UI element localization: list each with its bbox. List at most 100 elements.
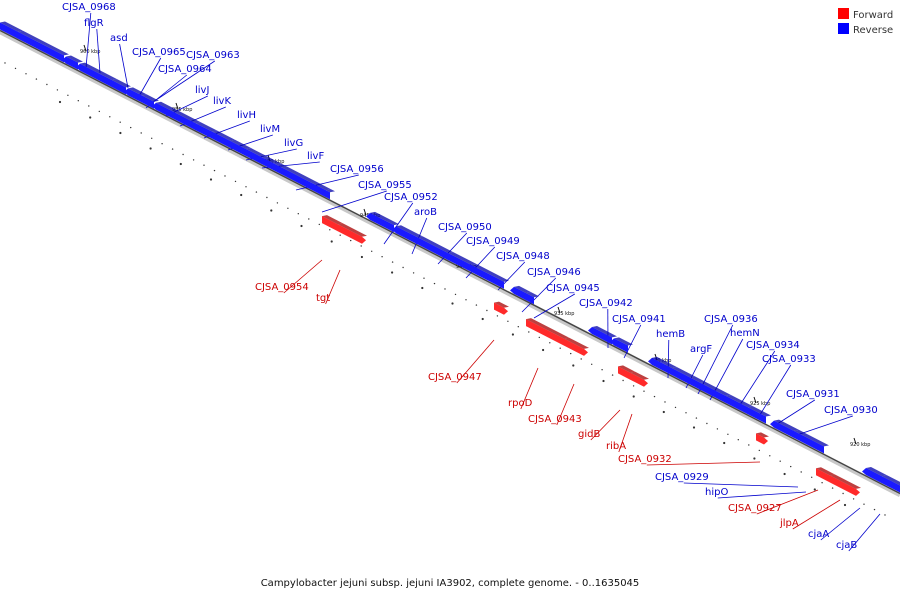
gene-label-cjsa-0934[interactable]: CJSA_0934 [746,340,800,351]
scale-dot [391,261,394,263]
gene-argf[interactable] [668,367,695,385]
gene-cjab[interactable] [878,475,900,493]
gene-top [370,211,399,226]
gene-cjsa-0950[interactable] [414,236,453,260]
gene-flgr[interactable] [14,30,69,63]
gene-face [774,420,794,438]
gene-label-cjsa-0963[interactable]: CJSA_0963 [186,50,240,61]
gene-cjaa[interactable] [862,466,887,484]
gene-label-cjsa-0948[interactable]: CJSA_0948 [496,251,550,262]
gene-label-gidb[interactable]: gidB [578,429,600,440]
gene-label-livk[interactable]: livK [213,96,231,107]
gene-label-cjsa-0956[interactable]: CJSA_0956 [330,164,384,175]
gene-livm[interactable] [208,130,235,148]
gene-label-cjsa-0931[interactable]: CJSA_0931 [786,389,840,400]
gene-cjsa-0955[interactable] [322,189,335,200]
gene-label-cjaa[interactable]: cjaA [808,529,829,540]
scale-dot [863,503,865,505]
gene-label-livm[interactable]: livM [260,124,280,135]
gene-label-cjsa-0955[interactable]: CJSA_0955 [358,180,412,191]
forward-swatch [838,8,849,19]
gene-label-cjsa-0929[interactable]: CJSA_0929 [655,472,709,483]
gene-cjsa-0934[interactable] [722,394,753,415]
gene-livk[interactable] [152,101,201,131]
gene-top [338,223,367,237]
gene-label-riba[interactable]: ribA [606,441,626,452]
gene-cjsa-0965[interactable] [76,62,117,88]
gene-cjsa-0942[interactable] [588,326,617,345]
scale-dot [549,342,551,344]
gene-label-cjsa-0949[interactable]: CJSA_0949 [466,236,520,247]
gene-label-hemn[interactable]: hemN [730,328,760,339]
gene-arrow [258,157,262,165]
gene-label-arob[interactable]: aroB [414,207,437,218]
gene-label-cjsa-0947[interactable]: CJSA_0947 [428,372,482,383]
gene-tgt[interactable] [338,223,367,244]
gene-livg[interactable] [226,139,251,157]
gene-label-livf[interactable]: livF [307,151,324,162]
gene-cjsa-0963[interactable] [108,79,131,95]
gene-label-cjsa-0964[interactable]: CJSA_0964 [158,64,212,75]
gene-cjsa-0931[interactable] [770,419,799,438]
gene-cjsa-0956[interactable] [258,156,331,198]
gene-arob[interactable] [392,225,423,245]
gene-label-flgr[interactable]: flgR [84,18,104,29]
scale-dot [213,169,216,172]
gene-top [748,406,771,417]
gene-cjsa-0932[interactable] [756,432,769,445]
gene-label-hipo[interactable]: hipO [705,487,728,498]
gene-cjsa-0968[interactable] [0,21,23,39]
gene-label-cjsa-0936[interactable]: CJSA_0936 [704,314,758,325]
scale-dot [140,132,142,134]
gene-label-cjsa-0954[interactable]: CJSA_0954 [255,282,309,293]
gene-label-livj[interactable]: livJ [195,85,209,96]
gene-label-cjsa-0927[interactable]: CJSA_0927 [728,503,782,514]
gene-arrow [686,377,690,385]
scale-dash [391,271,394,274]
gene-hemn[interactable] [696,381,731,403]
gene-cjsa-0930[interactable] [790,429,829,454]
gene-label-cjsa-0965[interactable]: CJSA_0965 [132,47,186,58]
scale-dash [89,116,92,119]
gene-label-cjsa-0930[interactable]: CJSA_0930 [824,405,878,416]
gene-label-jlpa[interactable]: jlpA [779,518,799,529]
gene-cjsa-0949[interactable] [444,251,477,273]
gene-livj[interactable] [138,94,159,109]
gene-label-cjsa-0941[interactable]: CJSA_0941 [612,314,666,325]
gene-label-cjsa-0942[interactable]: CJSA_0942 [579,298,633,309]
gene-label-livg[interactable]: livG [284,138,303,149]
gene-cjsa-0933[interactable] [744,406,771,424]
gene-cjsa-0943[interactable] [564,337,589,356]
gene-label-cjsa-0968[interactable]: CJSA_0968 [62,2,116,13]
gene-label-cjsa-0932[interactable]: CJSA_0932 [618,454,672,465]
gene-label-cjsa-0946[interactable]: CJSA_0946 [527,267,581,278]
gene-label-cjab[interactable]: cjaB [836,540,857,551]
gene-cjsa-0952[interactable] [366,211,399,233]
scale-dot [884,514,886,516]
gene-cjsa-0945[interactable] [522,292,539,305]
gene-jlpa[interactable] [830,474,861,496]
gene-riba[interactable] [630,371,649,387]
gene-cjsa-0948[interactable] [468,264,509,289]
gene-asd[interactable] [62,55,83,70]
gene-label-cjsa-0945[interactable]: CJSA_0945 [546,283,600,294]
scale-dot [4,62,6,64]
gene-face [830,475,856,496]
gene-label-cjsa-0950[interactable]: CJSA_0950 [438,222,492,233]
leader-cjsa-0965 [137,57,162,99]
gene-cjsa-0941[interactable] [610,337,633,353]
scale-dot [171,148,174,150]
gene-label-cjsa-0943[interactable]: CJSA_0943 [528,414,582,425]
gene-label-argf[interactable]: argF [690,344,712,355]
gene-label-hemb[interactable]: hemB [656,329,685,340]
gene-label-cjsa-0933[interactable]: CJSA_0933 [762,354,816,365]
gene-label-asd[interactable]: asd [110,33,128,44]
gene-livh[interactable] [192,122,217,139]
gene-cjsa-0947[interactable] [494,301,509,315]
gene-label-cjsa-0952[interactable]: CJSA_0952 [384,192,438,203]
gene-livf[interactable] [242,148,267,165]
gene-label-livh[interactable]: livH [237,110,256,121]
gene-label-rpod[interactable]: rpoD [508,398,533,409]
gene-hemb[interactable] [648,356,677,376]
gene-label-tgt[interactable]: tgt [316,293,330,304]
